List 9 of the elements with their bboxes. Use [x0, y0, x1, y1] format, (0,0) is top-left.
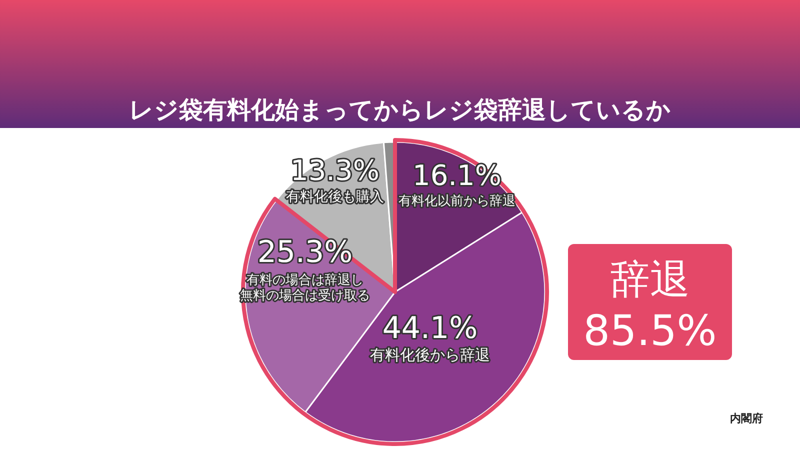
text: 辞退	[610, 257, 690, 303]
chart-title: レジ袋有料化始まってからレジ袋辞退しているか	[129, 96, 671, 124]
text: 85.5%	[583, 306, 717, 355]
slice-label: 有料化以前から辞退	[398, 194, 516, 209]
data-label: 25.3%	[257, 235, 353, 270]
slice-label: 有料化後から辞退	[370, 346, 490, 364]
data-label: 13.3%	[290, 154, 380, 187]
data-label: 44.1%	[382, 311, 478, 346]
text: 内閣府	[730, 412, 763, 425]
